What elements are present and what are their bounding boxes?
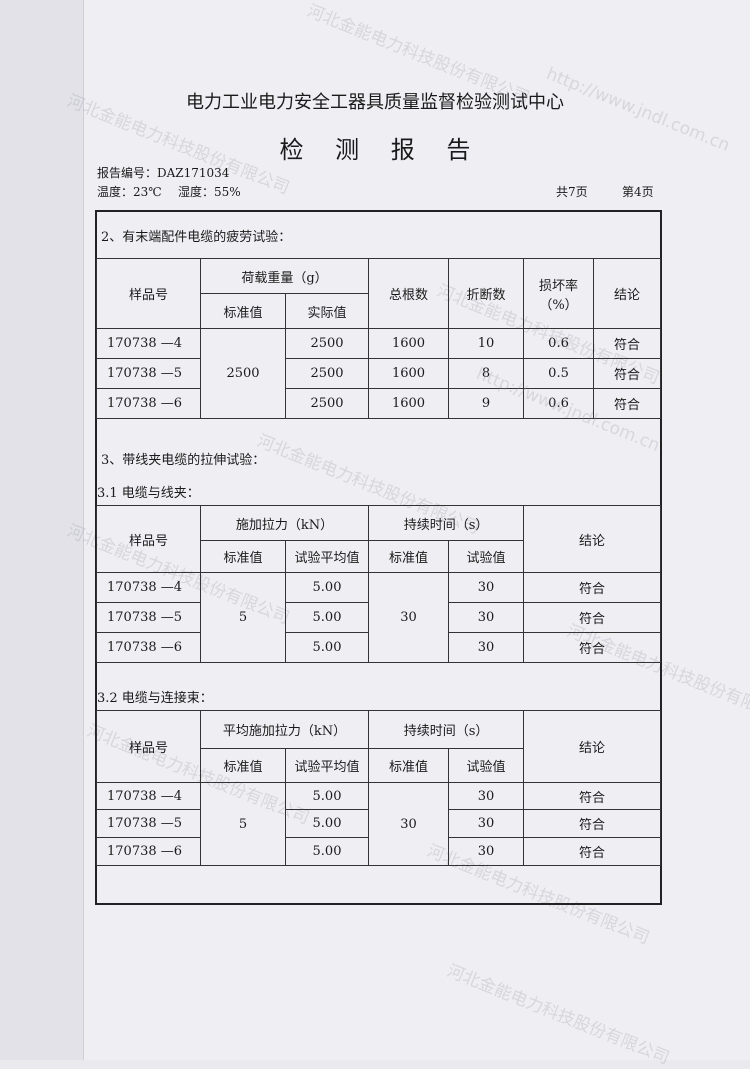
duration-test: 30 (448, 632, 525, 663)
conclusion: 符合 (523, 809, 662, 838)
sample-id: 170738 —5 (96, 358, 201, 389)
table-row: 170738 —6 5.00 30 符合 (96, 632, 662, 663)
humidity: 湿度：55% (178, 185, 241, 199)
actual-value: 2500 (284, 328, 370, 359)
table-row: 170738 —5 5.00 30 符合 (96, 602, 662, 633)
table-row: 170738 —4 5 5.00 30 30 符合 (96, 782, 662, 866)
adjacent-page-edge (0, 0, 84, 1060)
header-actual: 实际值 (284, 293, 370, 329)
conclusion: 符合 (523, 782, 662, 810)
header-sample: 样品号 (96, 505, 201, 573)
sample-id: 170738 —6 (96, 632, 201, 663)
actual-value: 2500 (284, 358, 370, 389)
damage-rate: 0.5 (523, 358, 595, 389)
header-rate: 损坏率（%） (523, 258, 595, 329)
header-conclusion: 结论 (523, 710, 662, 783)
clamp-tensile-table: 样品号 施加拉力（kN） 持续时间（s） 结论 标准值 试验平均值 标准值 试验… (96, 505, 662, 663)
force-standard: 5 (200, 782, 286, 866)
duration-test: 30 (448, 809, 525, 838)
total-count: 1600 (368, 358, 450, 389)
report-number: 报告编号：DAZ171034 (97, 166, 230, 180)
force-average: 5.00 (284, 837, 370, 866)
duration-test: 30 (448, 782, 525, 810)
total-count: 1600 (368, 328, 450, 359)
conclusion: 符合 (523, 572, 662, 603)
conclusion: 符合 (593, 328, 662, 359)
damage-rate: 0.6 (523, 328, 595, 359)
header-duration: 持续时间（s） (368, 710, 525, 749)
section-3-title: 3、带线夹电缆的拉伸试验： (101, 453, 266, 468)
header-load: 荷载重量（g） (199, 258, 370, 294)
sample-id: 170738 —5 (96, 602, 201, 633)
total-count: 1600 (368, 388, 450, 419)
duration-standard: 30 (368, 782, 450, 866)
sample-id: 170738 —4 (96, 328, 201, 359)
table-row: 170738 —6 2500 1600 9 0.6 符合 (96, 388, 662, 419)
header-sample: 样品号 (96, 710, 201, 783)
duration-test: 30 (448, 837, 525, 866)
header-force: 施加拉力（kN） (199, 505, 370, 541)
header-duration-test: 试验值 (448, 540, 525, 573)
force-average: 5.00 (284, 809, 370, 838)
sample-id: 170738 —6 (96, 837, 201, 866)
table-row: 170738 —5 5.00 30 符合 (96, 809, 662, 838)
fatigue-test-table: 样品号 荷载重量（g） 总根数 折断数 损坏率（%） 结论 标准值 实际值 17… (96, 258, 662, 419)
force-standard: 5 (200, 572, 286, 663)
conclusion: 符合 (523, 837, 662, 866)
actual-value: 2500 (284, 388, 370, 419)
header-standard: 标准值 (200, 748, 286, 783)
standard-value: 2500 (200, 328, 286, 419)
section-3-2-title: 3.2 电缆与连接束： (97, 691, 213, 706)
force-average: 5.00 (284, 602, 370, 633)
force-average: 5.00 (284, 572, 370, 603)
broken-count: 10 (448, 328, 525, 359)
table-row: 170738 —6 5.00 30 符合 (96, 837, 662, 866)
header-conclusion: 结论 (523, 505, 662, 573)
table-row: 170738 —4 2500 2500 1600 10 0.6 符合 (96, 328, 662, 419)
header-total: 总根数 (368, 258, 450, 329)
header-force: 平均施加拉力（kN） (199, 710, 370, 749)
header-average: 试验平均值 (284, 748, 370, 783)
duration-test: 30 (448, 572, 525, 603)
section-2-title: 2、有末端配件电缆的疲劳试验： (101, 230, 292, 245)
force-average: 5.00 (284, 782, 370, 810)
organization-title: 电力工业电力安全工器具质量监督检验测试中心 (186, 92, 564, 113)
header-duration-standard: 标准值 (368, 748, 450, 783)
table-row: 170738 —5 2500 1600 8 0.5 符合 (96, 358, 662, 389)
section-3-1-title: 3.1 电缆与线夹： (97, 486, 200, 501)
sample-id: 170738 —4 (96, 572, 201, 603)
force-average: 5.00 (284, 632, 370, 663)
conclusion: 符合 (593, 388, 662, 419)
sample-id: 170738 —5 (96, 809, 201, 838)
header-standard: 标准值 (200, 293, 286, 329)
conclusion: 符合 (523, 602, 662, 633)
conclusion: 符合 (523, 632, 662, 663)
header-duration: 持续时间（s） (368, 505, 525, 541)
page-number: 第4页 (622, 185, 654, 199)
header-duration-standard: 标准值 (368, 540, 450, 573)
conclusion: 符合 (593, 358, 662, 389)
header-average: 试验平均值 (284, 540, 370, 573)
broken-count: 9 (448, 388, 525, 419)
damage-rate: 0.6 (523, 388, 595, 419)
connector-tensile-table: 样品号 平均施加拉力（kN） 持续时间（s） 结论 标准值 试验平均值 标准值 … (96, 710, 662, 866)
sample-id: 170738 —6 (96, 388, 201, 419)
header-conclusion: 结论 (593, 258, 662, 329)
total-pages: 共7页 (556, 185, 588, 199)
duration-standard: 30 (368, 572, 450, 663)
header-standard: 标准值 (200, 540, 286, 573)
header-sample: 样品号 (96, 258, 201, 329)
duration-test: 30 (448, 602, 525, 633)
header-duration-test: 试验值 (448, 748, 525, 783)
temperature: 温度：23℃ (97, 185, 162, 199)
header-broken: 折断数 (448, 258, 525, 329)
document-title: 检 测 报 告 (279, 136, 483, 164)
sample-id: 170738 —4 (96, 782, 201, 810)
table-row: 170738 —4 5 5.00 30 30 符合 (96, 572, 662, 663)
